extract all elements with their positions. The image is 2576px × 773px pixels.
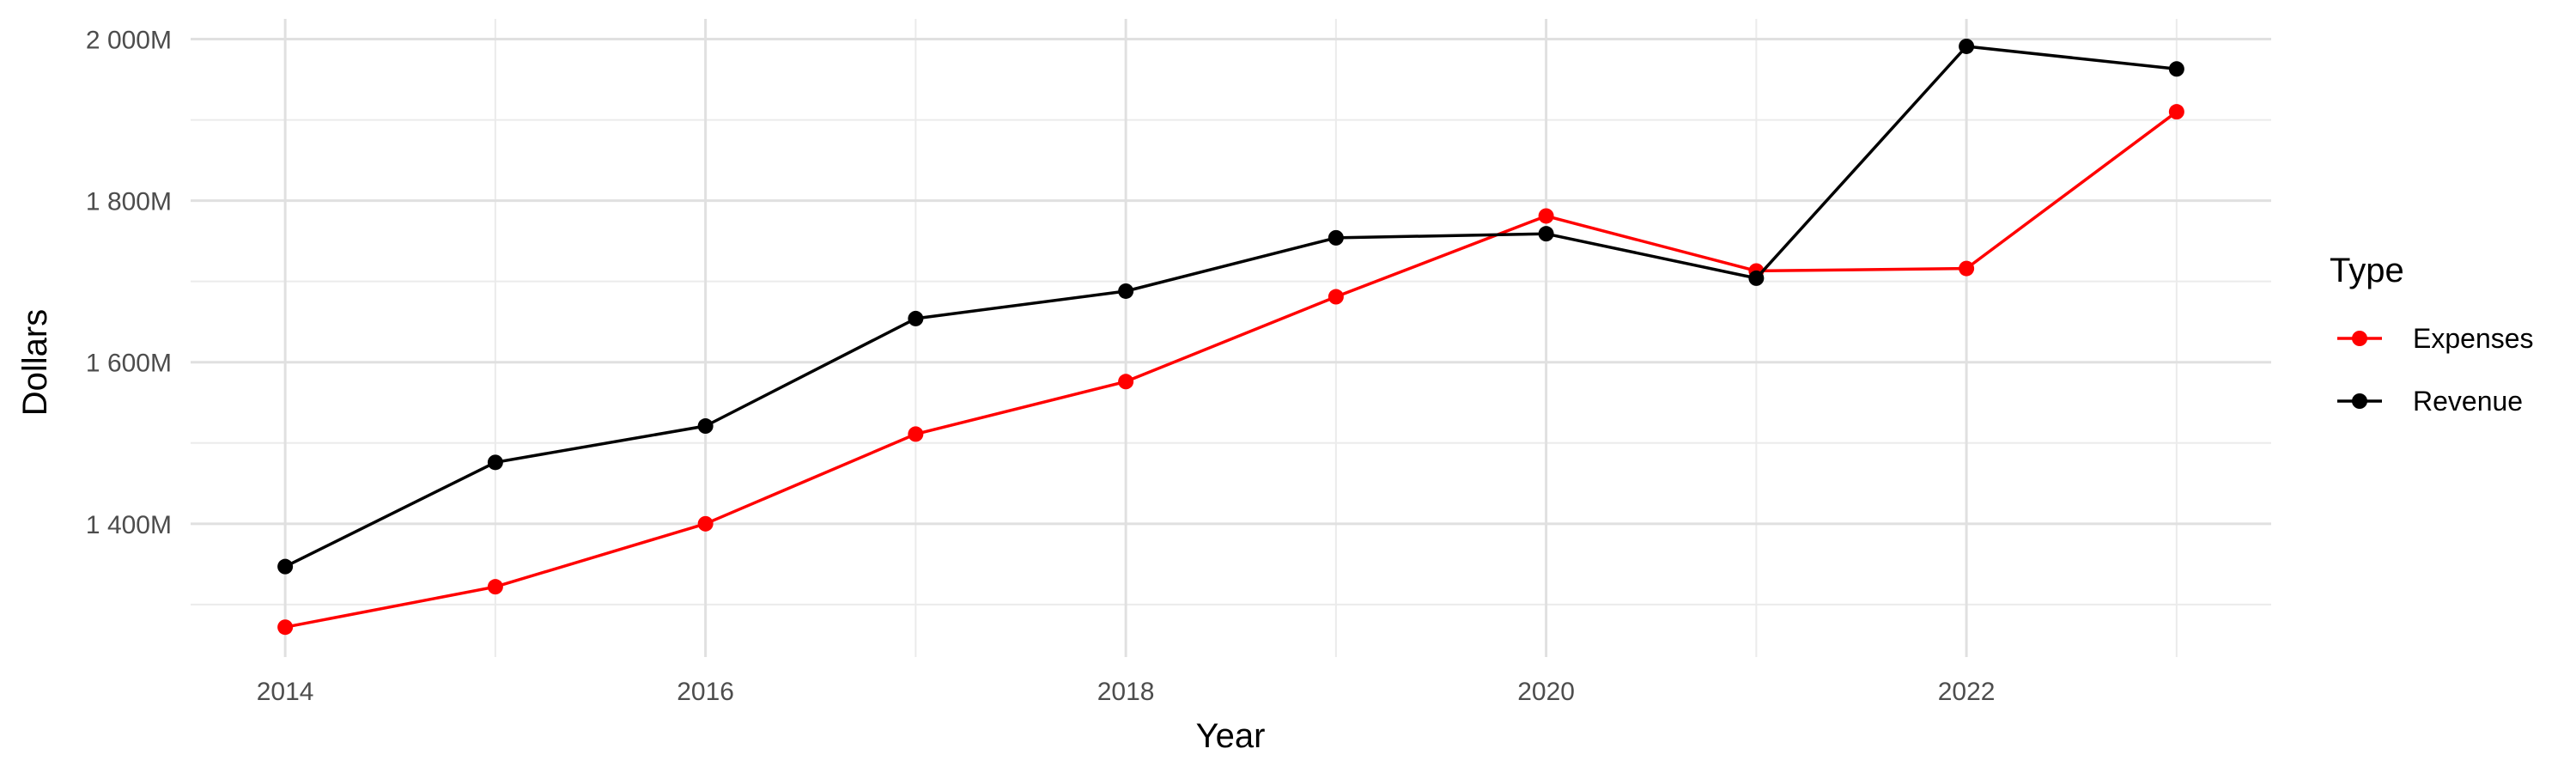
- data-point-revenue: [487, 454, 503, 471]
- x-tick-label: 2016: [677, 678, 734, 706]
- data-point-expenses: [908, 426, 924, 442]
- y-tick-label: 1 600M: [86, 350, 172, 378]
- x-tick-labels: 2014 2016 2018 2020 2022: [257, 678, 1996, 706]
- x-tick-label: 2022: [1938, 678, 1996, 706]
- y-tick-labels: 1 400M 1 600M 1 800M 2 000M: [86, 27, 172, 539]
- data-point-expenses: [277, 619, 294, 636]
- x-tick-label: 2014: [257, 678, 314, 706]
- y-tick-label: 1 800M: [86, 188, 172, 216]
- data-point-expenses: [1327, 289, 1344, 305]
- x-axis-title: Year: [1196, 717, 1266, 755]
- data-point-revenue: [277, 558, 294, 575]
- series-layer: [277, 38, 2184, 636]
- y-tick-label: 1 400M: [86, 511, 172, 539]
- legend-title: Type: [2330, 252, 2404, 289]
- legend-point-revenue: [2352, 393, 2367, 409]
- y-tick-label: 2 000M: [86, 27, 172, 55]
- legend-item-revenue: Revenue: [2337, 386, 2523, 417]
- legend-label-revenue: Revenue: [2413, 386, 2523, 417]
- series-line-expenses: [284, 110, 2178, 629]
- legend-label-expenses: Expenses: [2413, 323, 2534, 354]
- x-tick-label: 2018: [1097, 678, 1155, 706]
- data-point-expenses: [1538, 208, 1554, 224]
- data-point-expenses: [487, 579, 503, 595]
- legend-item-expenses: Expenses: [2337, 323, 2534, 354]
- grid-minor: [191, 19, 2271, 657]
- data-point-revenue: [1327, 229, 1344, 246]
- data-point-expenses: [697, 515, 714, 532]
- data-point-revenue: [908, 310, 924, 326]
- data-point-expenses: [2168, 104, 2184, 120]
- legend-point-expenses: [2352, 331, 2367, 346]
- grid-major: [191, 19, 2271, 657]
- data-point-revenue: [1118, 283, 1134, 299]
- data-point-revenue: [1538, 226, 1554, 242]
- series-line-revenue: [284, 45, 2178, 569]
- legend: Type Expenses Revenue: [2330, 252, 2534, 417]
- x-tick-label: 2020: [1517, 678, 1575, 706]
- y-axis-title: Dollars: [16, 309, 54, 416]
- data-point-revenue: [2168, 61, 2184, 77]
- data-point-expenses: [1959, 260, 1975, 277]
- data-point-revenue: [1748, 270, 1765, 286]
- data-point-revenue: [697, 418, 714, 435]
- data-point-expenses: [1118, 374, 1134, 390]
- data-point-revenue: [1959, 38, 1975, 54]
